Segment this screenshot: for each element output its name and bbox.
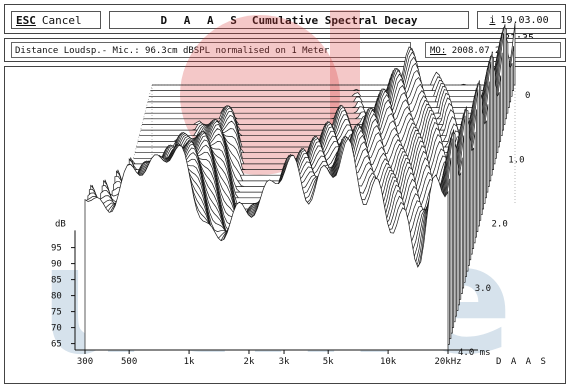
- title-bar: ESC Cancel D A A S Cumulative Spectral Dec…: [4, 4, 566, 44]
- x-tick-label: 1k: [184, 357, 195, 367]
- x-tick-label: 2k: [244, 357, 255, 367]
- info-icon: i: [489, 15, 496, 26]
- mo-value: 2008.07.24: [451, 46, 506, 56]
- window-title: D A A S Cumulative Spectral Decay: [109, 11, 469, 29]
- decay-slice: [152, 23, 516, 86]
- decay-slice: [147, 44, 512, 103]
- brand-label: D A A S: [496, 357, 548, 367]
- x-tick-label: 20kHz: [434, 357, 461, 367]
- y-axis-label: dB: [55, 219, 66, 229]
- decay-slice: [146, 37, 510, 108]
- x-tick-label: 500: [121, 357, 137, 367]
- y-tick-label: 65: [51, 340, 62, 350]
- y-tick-label: 70: [51, 324, 62, 334]
- x-tick-label: 300: [77, 357, 93, 367]
- y-tick-label: 80: [51, 292, 62, 302]
- decay-slices: [84, 23, 516, 351]
- esc-key-label: ESC: [16, 14, 36, 27]
- time-tick-label: 2.0: [492, 220, 508, 230]
- mo-label: MO:: [430, 46, 447, 56]
- x-tick-label: 3k: [279, 357, 290, 367]
- y-tick-label: 75: [51, 308, 62, 318]
- decay-slice: [144, 32, 509, 114]
- time-tick-label: 1.0: [508, 155, 524, 165]
- y-tick-label: 95: [51, 244, 62, 254]
- x-tick-label: 5k: [323, 357, 334, 367]
- brand-label: D A A S: [160, 14, 242, 27]
- cancel-label: Cancel: [41, 14, 82, 27]
- time-tick-label: 3.0: [475, 284, 491, 294]
- decay-slice: [149, 51, 513, 97]
- time-tick-label: 4.0 ms: [458, 348, 491, 358]
- cancel-button[interactable]: ESC Cancel: [11, 11, 101, 29]
- y-tick-label: 90: [51, 260, 62, 270]
- y-tick-label: 85: [51, 276, 62, 286]
- decay-slice: [84, 137, 449, 351]
- time-tick-label: 0: [525, 91, 530, 101]
- title-text: Cumulative Spectral Decay: [251, 14, 418, 27]
- decay-slice: [150, 46, 514, 91]
- x-tick-label: 10k: [380, 357, 397, 367]
